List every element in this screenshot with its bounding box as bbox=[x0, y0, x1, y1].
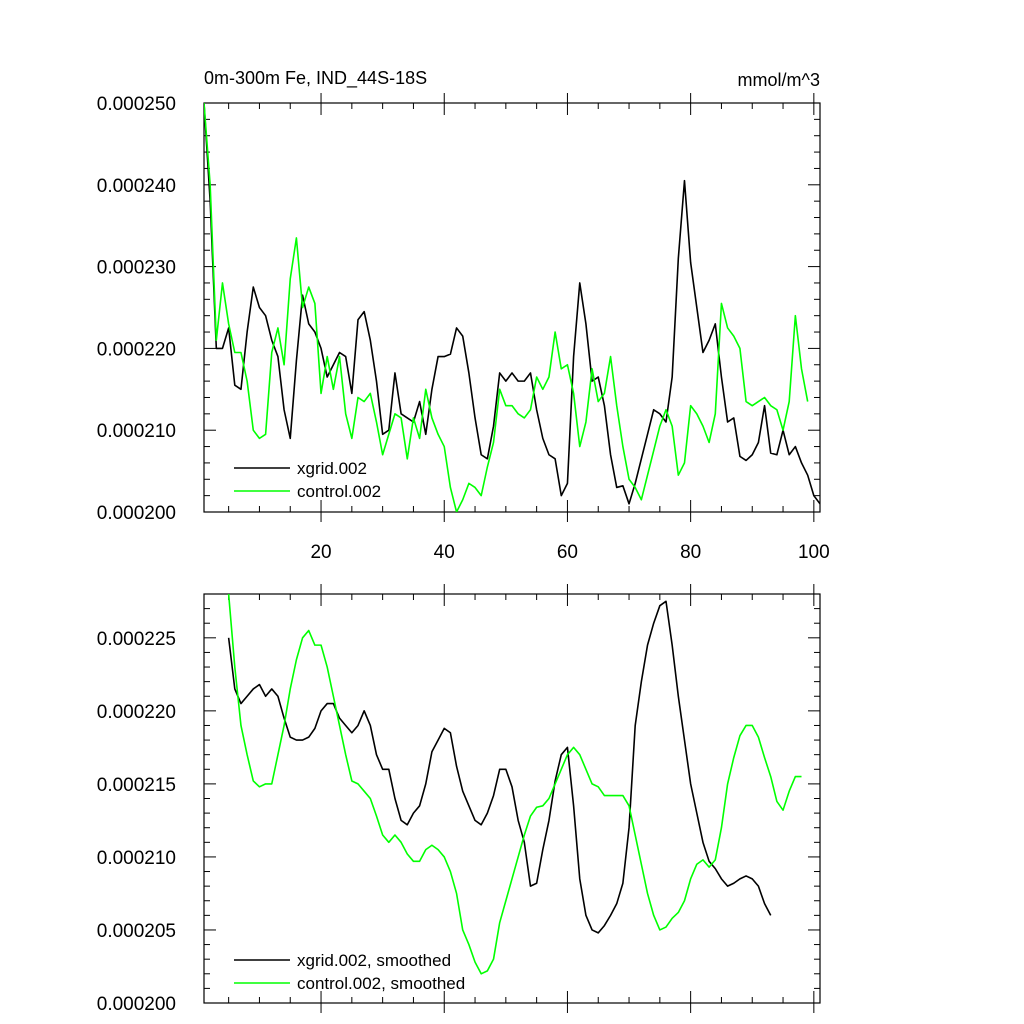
top-y-tick-label: 0.000230 bbox=[97, 258, 176, 279]
top-x-tick-label: 100 bbox=[798, 542, 830, 563]
top-y-tick-label: 0.000200 bbox=[97, 503, 176, 524]
top-series-line-control bbox=[204, 103, 809, 512]
bottom-y-tick-label: 0.000200 bbox=[97, 994, 176, 1015]
bottom-y-tick-label: 0.000225 bbox=[97, 629, 176, 650]
bottom-series-line-control bbox=[227, 594, 802, 975]
bottom-y-tick-label: 0.000220 bbox=[97, 702, 176, 723]
top-panel-units: mmol/m^3 bbox=[738, 70, 820, 90]
bottom-plot-frame bbox=[203, 593, 821, 1004]
top-y-tick-label: 0.000220 bbox=[97, 339, 176, 360]
top-x-tick-label: 60 bbox=[557, 542, 578, 563]
top-panel: 0m-300m Fe, IND_44S-18S mmol/m^3 0.00020… bbox=[97, 68, 830, 563]
bottom-y-tick-label: 0.000210 bbox=[97, 848, 176, 869]
bottom-series-line-xgrid bbox=[227, 600, 772, 934]
top-x-tick-label: 40 bbox=[434, 542, 455, 563]
top-legend-label-xgrid: xgrid.002 bbox=[297, 459, 367, 478]
top-y-tick-label: 0.000210 bbox=[97, 421, 176, 442]
bottom-legend-label-control: control.002, smoothed bbox=[297, 974, 465, 993]
top-legend-label-control: control.002 bbox=[297, 482, 381, 501]
top-panel-title: 0m-300m Fe, IND_44S-18S bbox=[204, 68, 427, 89]
bottom-legend: xgrid.002, smoothed control.002, smoothe… bbox=[234, 951, 465, 993]
top-legend: xgrid.002 control.002 bbox=[234, 459, 381, 501]
top-y-tick-label: 0.000240 bbox=[97, 176, 176, 197]
bottom-legend-label-xgrid: xgrid.002, smoothed bbox=[297, 951, 451, 970]
bottom-plot-area: 0.000200 0.000205 0.000210 0.000215 0.000220… bbox=[97, 584, 821, 1015]
top-series-line-xgrid bbox=[204, 103, 820, 505]
bottom-panel: 0.000200 0.000205 0.000210 0.000215 0.000220… bbox=[97, 584, 821, 1015]
bottom-y-tick-label: 0.000205 bbox=[97, 921, 176, 942]
top-x-tick-label: 80 bbox=[680, 542, 701, 563]
top-plot-frame bbox=[203, 102, 821, 513]
top-x-tick-label: 20 bbox=[310, 542, 331, 563]
top-y-tick-label: 0.000250 bbox=[97, 94, 176, 115]
bottom-y-tick-label: 0.000215 bbox=[97, 775, 176, 796]
top-plot-area: 0.000200 0.000210 0.000220 0.000230 0.000240… bbox=[97, 93, 830, 563]
